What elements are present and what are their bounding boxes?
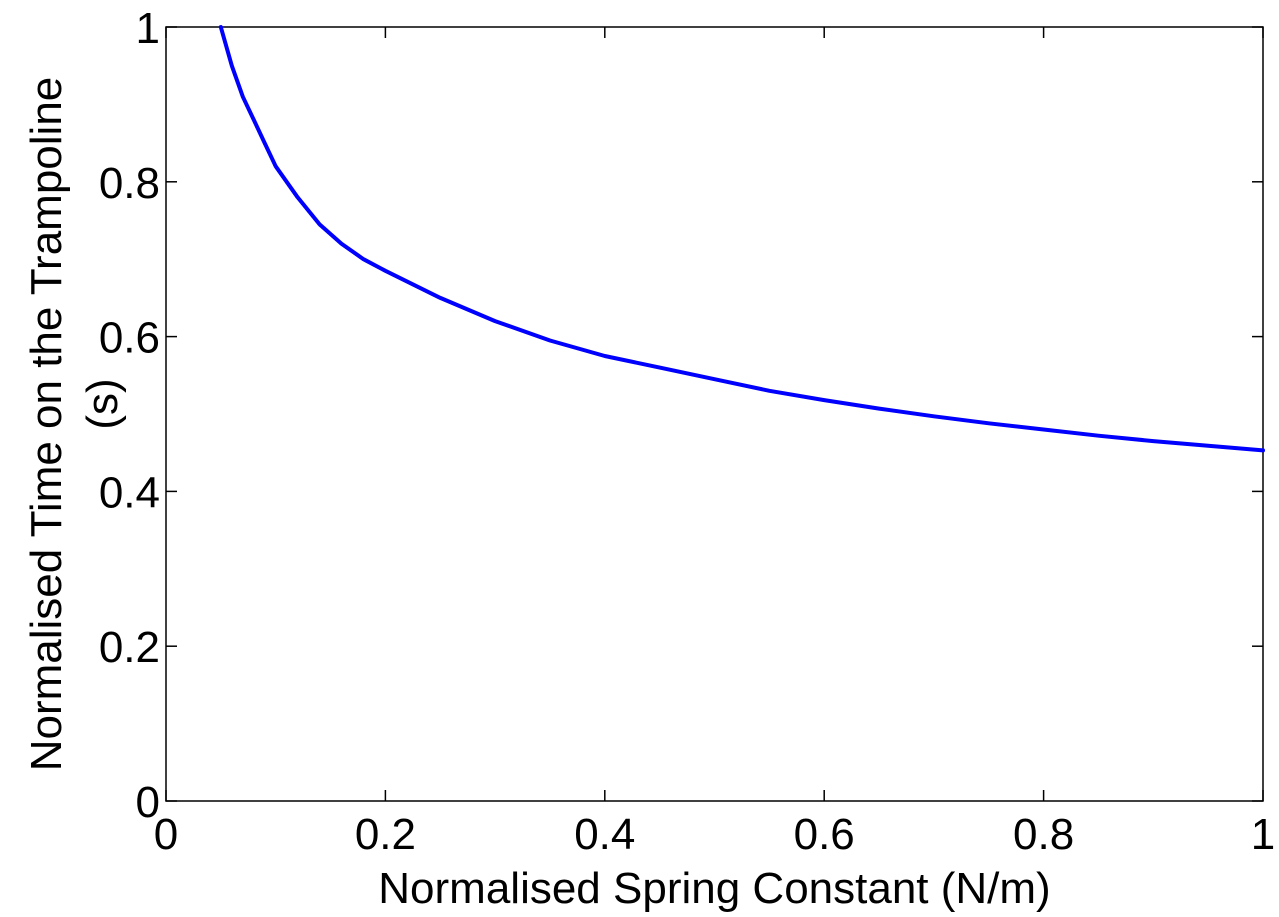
y-axis-title-line-2: (s)	[78, 378, 127, 429]
y-tick-label: 1	[136, 4, 160, 53]
y-axis-title-line-1: Normalised Time on the Trampoline	[22, 77, 71, 772]
y-tick-label: 0.6	[99, 314, 160, 363]
ticks-layer	[165, 26, 1264, 802]
x-tick-label: 0.6	[794, 810, 855, 859]
x-tick-label: 0.2	[355, 810, 416, 859]
x-tick-label: 0.4	[574, 810, 635, 859]
x-axis-title: Normalised Spring Constant (N/m)	[378, 864, 1050, 913]
plot-area	[165, 26, 1264, 802]
x-tick-label: 1	[1251, 810, 1275, 859]
y-tick-label: 0	[136, 778, 160, 827]
y-tick-label: 0.2	[99, 623, 160, 672]
x-tick-label: 0.8	[1013, 810, 1074, 859]
series-line	[218, 25, 1265, 453]
y-tick-label: 0.8	[99, 159, 160, 208]
labels-layer: 0 0.2 0.4 0.6 0.8 1 0 0.2 0.4 0.6 0.8 1	[99, 4, 1275, 859]
y-tick-label: 0.4	[99, 468, 160, 517]
x-tick-label: 0	[154, 810, 178, 859]
